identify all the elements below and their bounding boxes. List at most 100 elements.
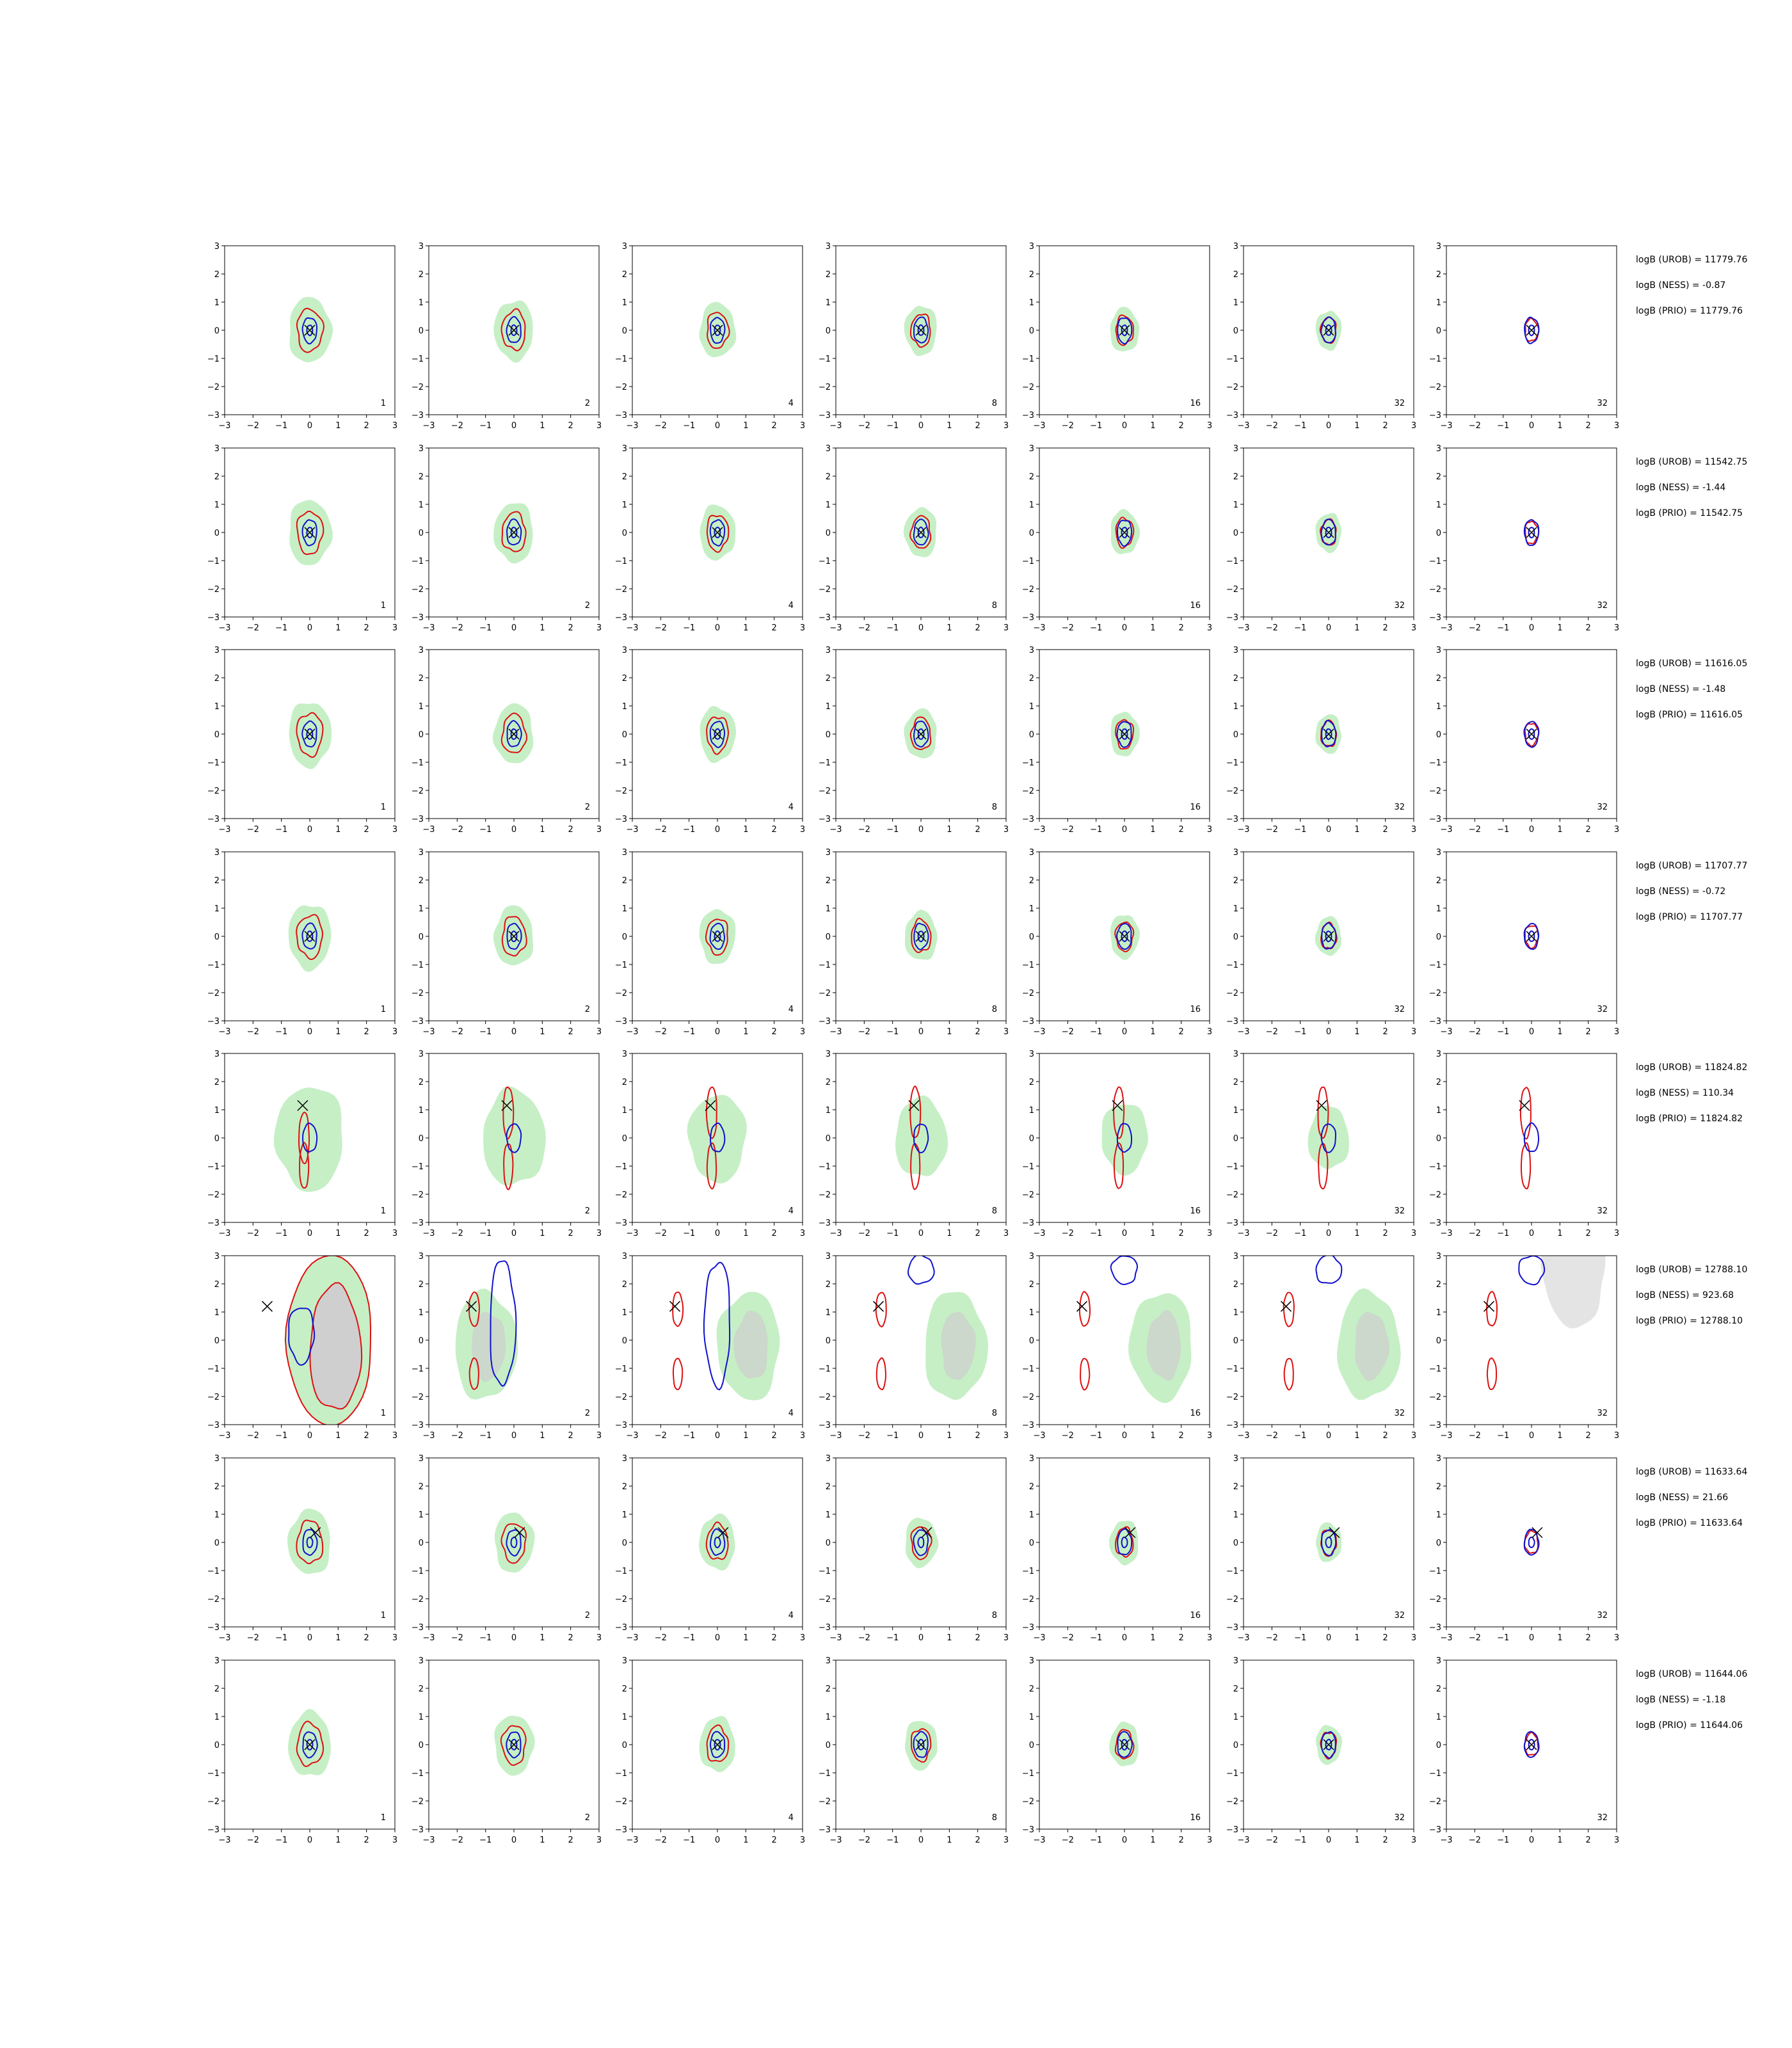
y-tick-label: 2	[1436, 1078, 1441, 1087]
x-tick-label: −2	[655, 1431, 667, 1441]
y-tick-label: 2	[622, 674, 627, 684]
row-annotation: logB (UROB) = 11707.77	[1636, 861, 1747, 871]
x-tick-label: −1	[1090, 1633, 1102, 1643]
x-marker	[1119, 527, 1130, 538]
y-tick-label: 2	[1233, 674, 1238, 684]
y-tick-label: −3	[1429, 613, 1441, 623]
x-tick-label: −3	[218, 1229, 230, 1238]
blue-contour	[306, 1739, 314, 1751]
blue-contour	[714, 728, 721, 740]
x-tick-label: −2	[451, 421, 463, 431]
x-tick-label: −1	[1497, 1027, 1509, 1037]
x-tick-label: −2	[247, 1431, 259, 1441]
y-tick-label: 2	[622, 270, 627, 280]
y-tick-label: −1	[615, 1162, 627, 1172]
x-tick-label: −1	[1090, 623, 1102, 633]
y-tick-label: 0	[622, 730, 627, 740]
red-contour	[503, 1143, 514, 1190]
y-tick-label: 3	[1233, 242, 1238, 252]
x-tick-label: −1	[1497, 623, 1509, 633]
y-tick-label: −3	[1226, 1825, 1238, 1835]
x-tick-label: 2	[772, 421, 777, 431]
blue-contour	[709, 519, 726, 547]
panel-label: 4	[788, 1611, 794, 1620]
x-tick-label: −3	[829, 421, 842, 431]
panel-label: 4	[788, 1005, 794, 1014]
blue-contour	[306, 527, 314, 539]
blue-contour	[709, 922, 726, 950]
x-tick-label: 1	[540, 1229, 545, 1238]
y-tick-label: 2	[1233, 1684, 1238, 1694]
y-tick-label: −3	[207, 815, 220, 824]
x-marker	[304, 527, 316, 538]
y-tick-label: 2	[1029, 1280, 1034, 1290]
x-tick-label: −3	[829, 825, 842, 835]
y-tick-label: 2	[1436, 472, 1441, 482]
subplot: −3 −2 −1 0 1 2 3 3 2 1 0 −1 −2 −3 2	[412, 1050, 602, 1238]
y-tick-label: 3	[826, 1050, 831, 1059]
y-tick-label: 1	[1233, 298, 1238, 308]
y-tick-label: −1	[615, 355, 627, 364]
x-tick-label: −1	[683, 1027, 695, 1037]
red-contour	[1115, 1526, 1134, 1558]
blue-contour	[1121, 324, 1128, 337]
panel-label: 1	[381, 601, 386, 611]
y-tick-label: −2	[1022, 1595, 1034, 1604]
red-contour	[672, 1357, 684, 1391]
red-contour	[705, 1521, 729, 1560]
y-tick-label: −3	[819, 411, 831, 420]
y-tick-label: −1	[819, 1567, 831, 1576]
x-tick-label: −2	[858, 1836, 870, 1845]
blue-contour	[1528, 930, 1535, 942]
x-tick-label: 1	[947, 1431, 952, 1441]
panel-label: 2	[585, 1409, 590, 1418]
y-tick-label: 1	[1233, 1106, 1238, 1116]
y-tick-label: 0	[214, 326, 220, 336]
plot-area	[1101, 1086, 1149, 1189]
red-contour	[1520, 1142, 1532, 1190]
blue-contour	[710, 1122, 726, 1153]
x-tick-label: 2	[772, 1229, 777, 1238]
row-annotation: logB (NESS) = -1.18	[1636, 1695, 1725, 1705]
y-tick-label: 2	[1029, 1482, 1034, 1492]
y-tick-label: −3	[1429, 1017, 1441, 1027]
x-tick-label: 1	[335, 1633, 340, 1643]
y-tick-label: −1	[1429, 355, 1441, 364]
panel-label: 16	[1190, 1611, 1201, 1620]
y-tick-label: −3	[207, 1825, 220, 1835]
x-tick-label: 0	[307, 1836, 312, 1845]
subplot: −3 −2 −1 0 1 2 3 3 2 1 0 −1 −2 −3 1	[207, 848, 397, 1037]
x-tick-label: 1	[1557, 1431, 1562, 1441]
y-tick-label: 3	[622, 1656, 627, 1666]
x-tick-label: 2	[1383, 1836, 1388, 1845]
y-tick-label: −1	[1429, 961, 1441, 970]
subplot: −3 −2 −1 0 1 2 3 3 2 1 0 −1 −2 −3 2	[412, 242, 602, 431]
y-tick-label: −2	[207, 1190, 220, 1200]
y-tick-label: 1	[1029, 1308, 1034, 1318]
y-tick-label: −1	[1429, 758, 1441, 768]
y-tick-label: −2	[207, 1393, 220, 1402]
x-tick-label: −1	[886, 623, 899, 633]
x-tick-label: 3	[800, 623, 805, 633]
x-tick-label: 0	[511, 1229, 516, 1238]
subplot: −3 −2 −1 0 1 2 3 3 2 1 0 −1 −2 −3 16	[1022, 646, 1212, 835]
x-tick-label: −1	[683, 825, 695, 835]
blue-contour	[490, 1260, 517, 1387]
x-tick-label: 1	[1557, 1633, 1562, 1643]
x-tick-label: 0	[1122, 1836, 1127, 1845]
red-contour	[1317, 1086, 1329, 1139]
x-tick-label: −3	[218, 1431, 230, 1441]
y-tick-label: 1	[1436, 500, 1441, 510]
y-tick-label: −1	[1226, 1364, 1238, 1374]
panel-label: 4	[788, 1813, 794, 1823]
x-tick-label: 3	[392, 825, 397, 835]
x-marker	[712, 1739, 723, 1750]
row-annotation: logB (UROB) = 11779.76	[1636, 255, 1747, 265]
x-tick-label: −1	[683, 623, 695, 633]
x-tick-label: −3	[829, 1836, 842, 1845]
